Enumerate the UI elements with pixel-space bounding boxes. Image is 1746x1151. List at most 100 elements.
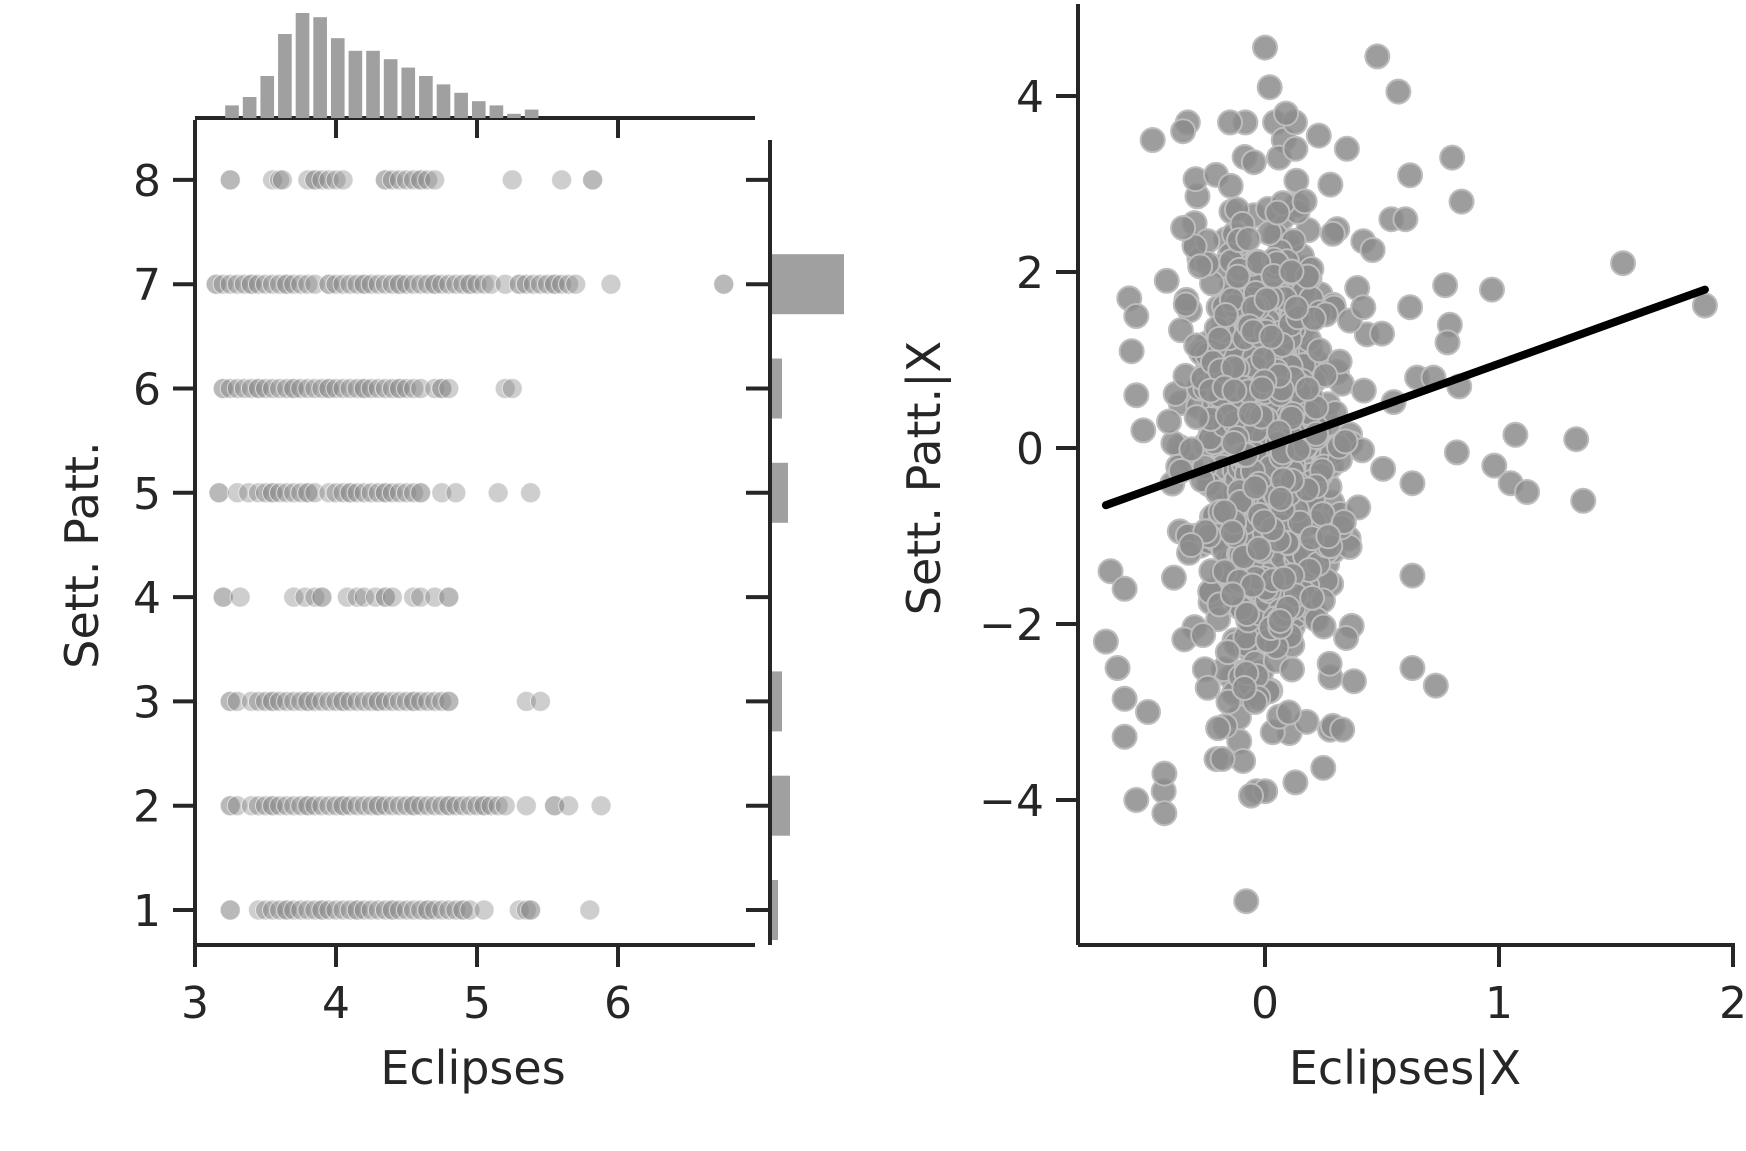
scatter-point: [1253, 286, 1280, 313]
scatter-point: [1270, 565, 1297, 592]
scatter-point: [1691, 292, 1718, 319]
scatter-point: [219, 690, 241, 712]
x-tick-label: 4: [322, 978, 350, 1029]
scatter-point: [1167, 317, 1194, 344]
scatter-point: [1422, 672, 1449, 699]
scatter-point: [1350, 294, 1377, 321]
scatter-point: [713, 273, 735, 295]
scatter-point: [1245, 535, 1272, 562]
scatter-point: [410, 482, 432, 504]
joint-plot-eclipses-vs-sett-patt: 3 4 5 6 1 2 3 4 5 6 7 8 Eclipses Sett. Patt.: [55, 13, 844, 1095]
scatter-point: [1443, 439, 1470, 466]
scatter-point: [1282, 769, 1309, 796]
scatter-point: [374, 586, 396, 608]
scatter-point: [381, 586, 403, 608]
marginal-y-bar: [772, 775, 790, 836]
scatter-point: [1111, 575, 1138, 602]
scatter-point: [1170, 215, 1197, 241]
y-tick-label: −2: [979, 600, 1044, 651]
scatter-point: [1294, 375, 1321, 402]
scatter-point: [1267, 485, 1294, 512]
scatter-point: [1233, 600, 1260, 627]
scatter-point: [600, 273, 622, 295]
scatter-point: [1291, 188, 1318, 215]
marginal-x-bar: [436, 84, 451, 118]
scatter-point: [1209, 745, 1236, 772]
y-tick-label: 5: [133, 469, 161, 520]
scatter-point: [325, 169, 347, 191]
scatter-point: [1235, 226, 1262, 253]
marginal-x-bar: [401, 67, 416, 118]
scatter-point: [1135, 699, 1161, 725]
scatter-point: [1118, 338, 1145, 365]
marginal-x-bar: [348, 50, 363, 118]
y-tick-label: 0: [1016, 424, 1044, 475]
scatter-point: [1123, 303, 1150, 329]
marginal-x-bar: [330, 38, 345, 119]
scatter-point: [1370, 455, 1397, 482]
marginal-y-bar: [772, 358, 782, 419]
marginal-y-bar: [772, 880, 778, 940]
scatter-point: [1219, 581, 1246, 608]
scatter-point: [1111, 685, 1138, 712]
axes: 3 4 5 6 1 2 3 4 5 6 7 8: [133, 120, 755, 1029]
scatter-point: [1399, 562, 1426, 589]
scatter-point: [1190, 622, 1217, 649]
scatter-point: [487, 795, 509, 817]
marginal-histogram-x: [195, 13, 755, 138]
marginal-x-bar: [419, 76, 433, 118]
scatter-point: [1240, 149, 1267, 176]
scatter-point: [1170, 118, 1197, 145]
scatter-point: [565, 273, 587, 295]
scatter-point: [1399, 655, 1426, 681]
scatter-point: [520, 482, 542, 504]
scatter-point: [283, 586, 305, 608]
scatter-point: [1092, 628, 1119, 655]
scatter-point: [487, 482, 509, 504]
scatter-point: [1258, 323, 1285, 350]
scatter-point: [1399, 470, 1426, 497]
scatter-point: [1570, 487, 1597, 514]
scatter-point: [1111, 723, 1138, 750]
marginal-x-bar: [313, 17, 327, 119]
marginal-y-bar: [772, 462, 788, 523]
marginal-x-bar: [295, 13, 310, 118]
marginal-x-bar: [260, 76, 275, 118]
marginal-x-bar: [507, 113, 521, 118]
scatter-point: [1194, 674, 1221, 701]
scatter-point: [1264, 199, 1291, 226]
x-axis-label: Eclipses|X: [1289, 1041, 1521, 1096]
scatter-point: [1610, 250, 1637, 277]
scatter-point: [208, 482, 230, 504]
regression-line: [1101, 285, 1709, 510]
scatter-point: [403, 586, 425, 608]
scatter-point: [1329, 716, 1356, 743]
marginal-y-bar: [772, 671, 782, 732]
scatter-point: [1248, 375, 1275, 402]
scatter-point: [1563, 426, 1590, 453]
x-tick-label: 2: [1719, 978, 1746, 1029]
scatter-point: [1299, 584, 1326, 611]
scatter-point: [1220, 429, 1247, 456]
scatter-point: [1237, 782, 1264, 809]
scatter-point: [1123, 382, 1150, 409]
scatter-point: [219, 795, 241, 817]
scatter-point: [311, 586, 333, 608]
scatter-point: [1283, 294, 1310, 321]
scatter-point: [271, 169, 293, 191]
scatter-point: [1312, 362, 1339, 389]
scatter-point: [438, 586, 460, 608]
scatter-point: [558, 273, 580, 295]
scatter-point: [1242, 474, 1269, 501]
scatter-point: [1205, 715, 1232, 742]
x-axis-label: Eclipses: [380, 1041, 565, 1095]
scatter-point: [1448, 188, 1475, 215]
scatter-point: [1156, 408, 1183, 435]
scatter-point: [1267, 607, 1294, 634]
scatter-point: [403, 378, 425, 399]
scatter-point: [1439, 144, 1466, 171]
scatter-point: [1278, 656, 1305, 683]
scatter-point: [1233, 888, 1260, 915]
scatter-point: [579, 899, 601, 921]
scatter-point: [1183, 332, 1210, 359]
